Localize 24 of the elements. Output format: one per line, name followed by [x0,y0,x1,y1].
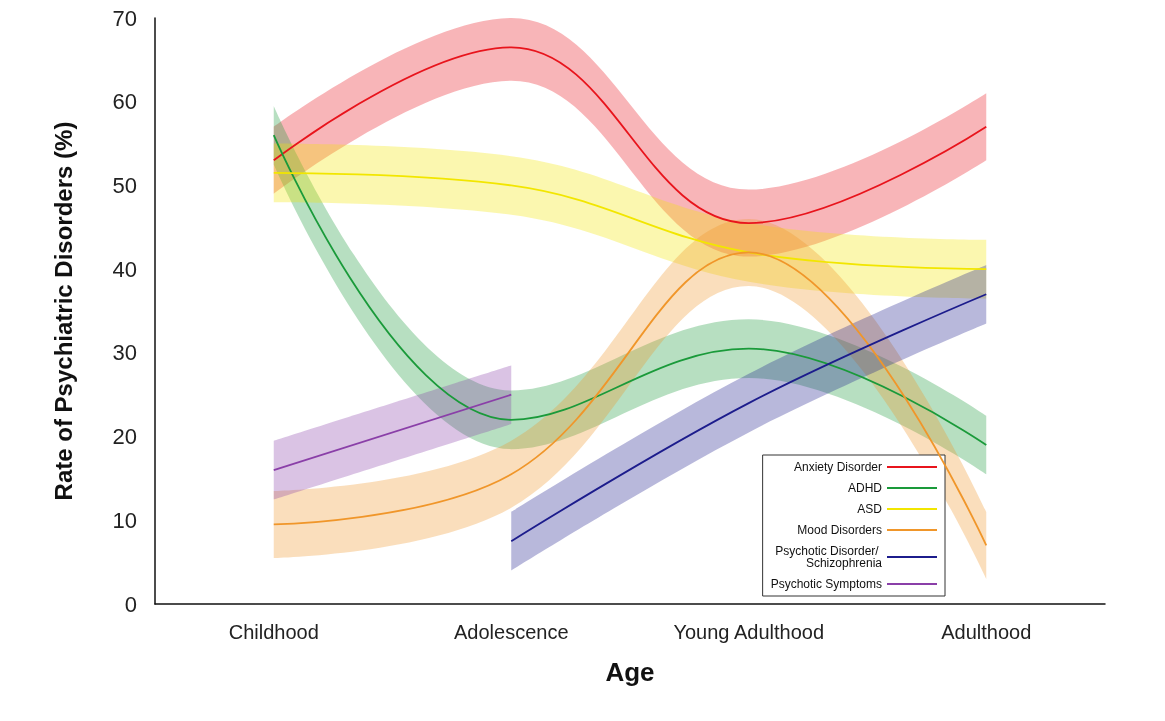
y-tick-label: 60 [112,89,137,115]
x-tick-label: Young Adulthood [673,621,825,643]
y-tick-label: 40 [112,256,137,282]
legend-label: Psychotic Disorder/ Schizophrenia [775,544,883,570]
x-tick-label: Childhood [228,621,319,643]
x-tick-label: Adulthood [941,621,1032,643]
y-tick-label: 50 [112,172,137,198]
y-tick-label: 30 [112,340,137,366]
y-tick-label: 70 [112,5,137,31]
line-series [272,46,988,224]
line-series [272,251,988,547]
legend-label: Anxiety Disorder [793,460,882,474]
y-tick-label: 10 [112,507,137,533]
legend-label: Psychotic Symptoms [770,577,882,591]
legend-label: ADHD [847,481,883,495]
x-tick-label: Adolescence [453,621,569,643]
line-series [272,171,988,271]
legend-label: Mood Disorders [797,523,882,537]
x-axis-title: Age [605,657,655,687]
y-tick-label: 20 [112,424,137,450]
legend-label: ASD [857,502,883,516]
y-axis-title: Rate of Psychiatric Disorders (%) [49,121,77,501]
line-series [272,134,988,446]
y-tick-label: 0 [124,591,137,617]
